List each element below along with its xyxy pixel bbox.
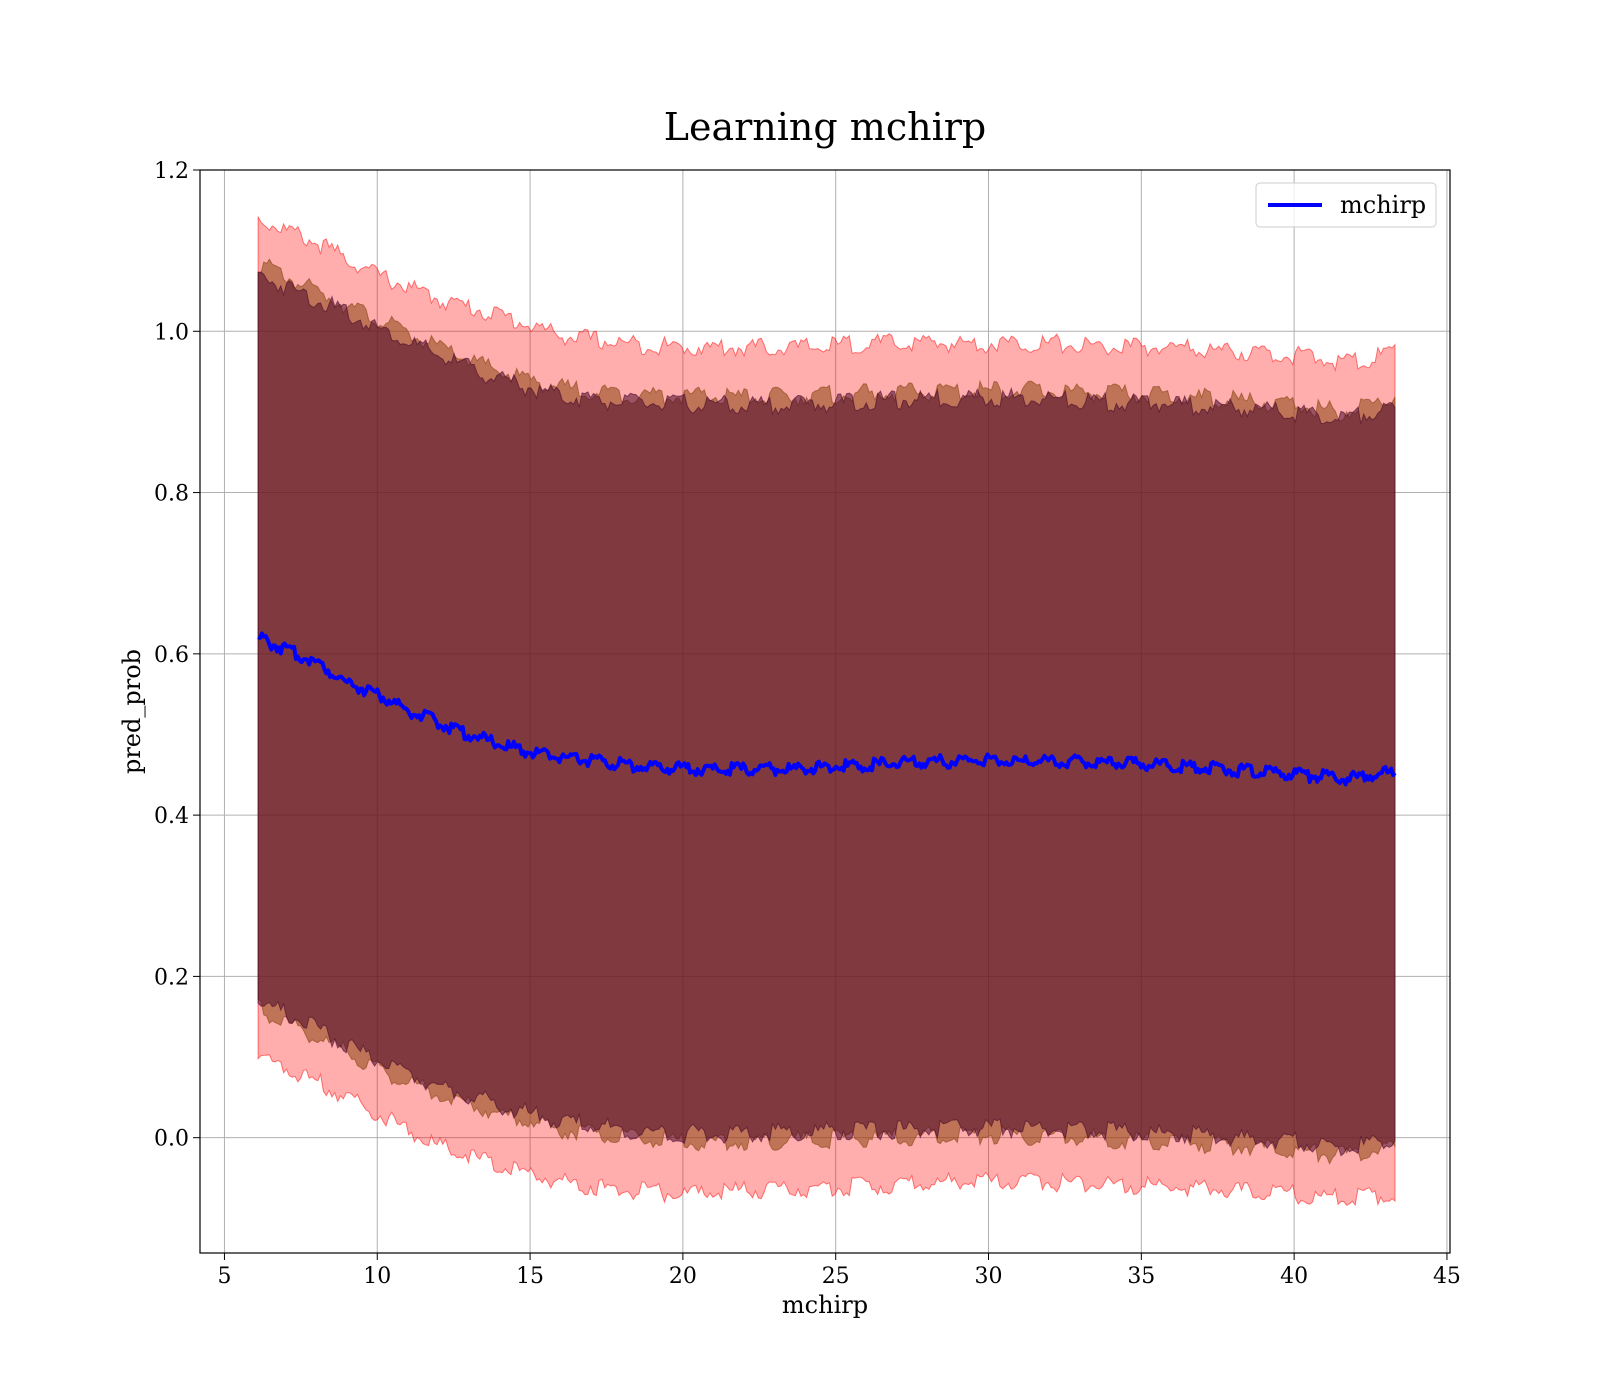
x-tick-label: 25 [822,1264,850,1289]
plot-area-frame [199,169,1451,1254]
legend-label-mchirp: mchirp [1340,191,1426,219]
legend: mchirp [1255,182,1437,228]
band-inner [257,271,1396,1157]
x-axis-label: mchirp [782,1291,868,1319]
axis-ticks: 5 10 15 20 25 30 35 40 45 0.0 0.2 0.4 0.6 0.8 1.0 1.2 [154,159,1461,1289]
x-tick-label: 10 [363,1264,391,1289]
x-tick-label: 15 [516,1264,544,1289]
y-tick-label: 1.0 [154,320,189,345]
chart-title: Learning mchirp [664,105,986,149]
series-lines [257,631,1397,787]
y-axis-label: pred_prob [118,649,146,774]
x-tick-label: 30 [975,1264,1003,1289]
y-tick-label: 0.0 [154,1127,189,1152]
y-tick-label: 0.6 [154,643,189,668]
confidence-bands [257,216,1396,1207]
x-tick-label: 5 [217,1264,231,1289]
y-tick-label: 0.8 [154,482,189,507]
y-tick-label: 1.2 [154,159,189,184]
y-tick-label: 0.2 [154,965,189,990]
legend-box [1255,182,1437,228]
x-tick-label: 45 [1433,1264,1461,1289]
x-tick-label: 20 [669,1264,697,1289]
x-tick-label: 35 [1127,1264,1155,1289]
series-line-mchirp [257,631,1397,787]
x-tick-label: 40 [1280,1264,1308,1289]
y-tick-label: 0.4 [154,804,189,829]
